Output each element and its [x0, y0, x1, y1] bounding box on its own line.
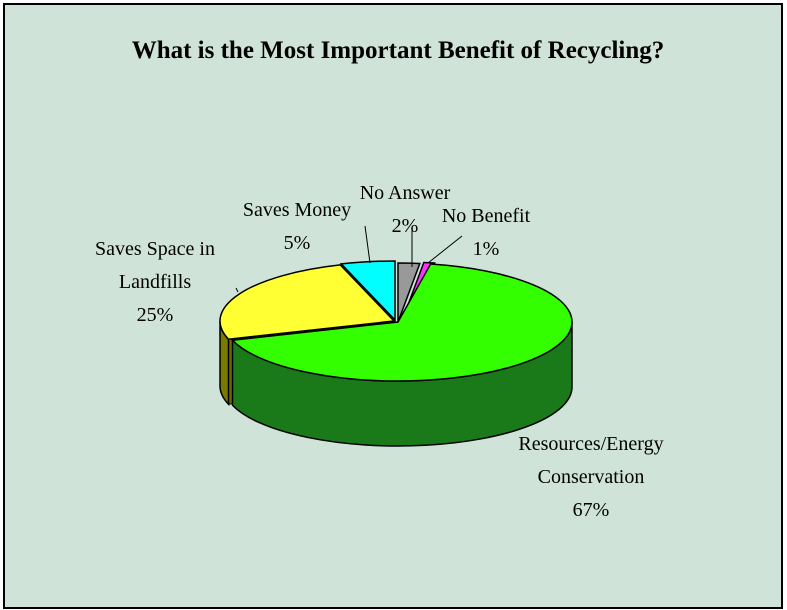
slice-label-4: Saves Money 5% [243, 199, 351, 254]
slice-label-3-line-1: Landfills [119, 271, 191, 293]
slice-label-0-line-0: No Answer [360, 182, 451, 204]
slice-labels: No Answer 2% No Benefit 1% Resources/Energy C… [95, 182, 664, 521]
slice-label-3-line-2: 25% [137, 304, 174, 326]
slice-label-2-line-2: 67% [573, 499, 610, 521]
slice-label-3-line-0: Saves Space in [95, 238, 215, 260]
leader-lines [235, 225, 463, 293]
slice-label-1-line-1: 1% [473, 238, 500, 260]
slice-label-4-line-1: 5% [284, 232, 311, 254]
leader-line-3 [235, 287, 239, 293]
leader-line-4 [364, 225, 371, 264]
slice-label-0-line-1: 2% [392, 215, 419, 237]
slice-label-2: Resources/Energy Conservation 67% [518, 433, 663, 521]
pie-slice-0 [397, 262, 421, 323]
chart-title: What is the Most Important Benefit of Re… [132, 37, 665, 64]
pie-slice-3 [219, 264, 396, 341]
slice-label-0: No Answer 2% [360, 182, 451, 237]
slice-label-2-line-0: Resources/Energy [518, 433, 663, 455]
pie-slice-2 [230, 263, 573, 382]
slice-label-1-line-0: No Benefit [442, 205, 531, 227]
pie-slices [219, 260, 573, 382]
slice-label-3: Saves Space in Landfills 25% [95, 238, 215, 326]
leader-line-1 [427, 235, 463, 264]
pie-slice-4 [339, 260, 396, 322]
slice-label-2-line-1: Conservation [538, 466, 645, 488]
slice-label-4-line-0: Saves Money [243, 199, 351, 221]
slice-label-1: No Benefit 1% [442, 205, 531, 260]
